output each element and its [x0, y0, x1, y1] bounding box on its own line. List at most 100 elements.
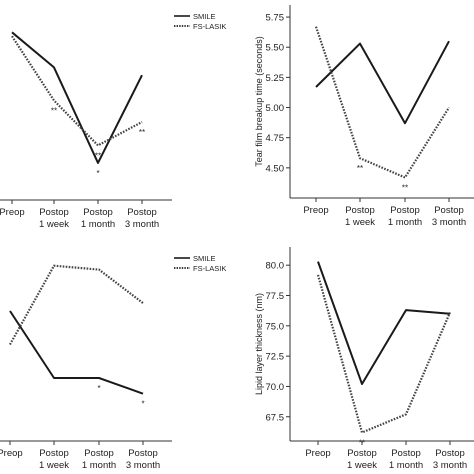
x-tick-label-line: Preop	[305, 448, 330, 459]
x-tick-label-line: Postop	[128, 448, 158, 459]
x-tick-label: Preop	[0, 207, 25, 218]
x-tick-label: Postop 3 month	[125, 207, 159, 230]
x-tick-label-line: 1 month	[388, 217, 422, 228]
data-point-fs-lasik	[141, 121, 143, 123]
legend-label: SMILE	[193, 12, 216, 21]
data-point-fs-lasik	[97, 145, 99, 147]
data-point-fs-lasik	[359, 157, 361, 159]
x-tick-label: Postop 1 week	[39, 448, 69, 471]
data-point-fs-lasik	[98, 269, 100, 271]
y-axis-title: Tear film breakup time (seconds)	[254, 36, 264, 167]
data-point-smile	[404, 122, 406, 124]
data-point-fs-lasik	[404, 177, 406, 179]
data-point-smile	[53, 377, 55, 379]
data-point-smile	[315, 86, 317, 88]
x-tick-label: Postop 1 month	[388, 205, 422, 228]
data-point-fs-lasik	[315, 26, 317, 28]
y-tick-label: 77.5	[266, 291, 285, 302]
data-point-smile	[11, 32, 13, 34]
x-tick-label-line: Postop	[84, 448, 114, 459]
series-line-fs-lasik	[316, 274, 452, 434]
x-tick-label: Postop 1 month	[81, 207, 115, 230]
data-point-smile	[448, 40, 450, 42]
x-tick-label-line: Postop	[83, 207, 113, 218]
legend-label: FS-LASIK	[193, 264, 226, 273]
legend-label: SMILE	[193, 254, 216, 263]
x-tick-label-line: 1 week	[39, 219, 69, 230]
data-point-smile	[53, 67, 55, 69]
x-tick-label-line: Postop	[390, 205, 420, 216]
data-point-smile	[317, 261, 319, 263]
x-tick-label-line: 3 month	[433, 460, 467, 471]
significance-marker: **	[139, 128, 145, 137]
significance-marker: **	[357, 164, 363, 173]
x-tick-label-line: Postop	[39, 207, 69, 218]
series-line-fs-lasik	[314, 26, 450, 179]
series-line-smile	[317, 261, 451, 385]
x-tick-label-line: 1 week	[39, 460, 69, 471]
y-tick-label: 4.75	[266, 133, 285, 144]
significance-marker: *	[96, 169, 99, 178]
data-point-smile	[405, 309, 407, 311]
y-axis-title: Lipid layer thickness (nm)	[254, 293, 264, 395]
data-point-fs-lasik	[142, 302, 144, 304]
x-tick-label: Postop 1 week	[39, 207, 69, 230]
data-point-smile	[141, 74, 143, 76]
x-tick-label: Postop 3 month	[433, 448, 467, 471]
x-tick-label-line: Postop	[39, 448, 69, 459]
x-tick-label-line: 1 month	[82, 460, 116, 471]
series-line-smile	[9, 310, 144, 395]
x-tick-label-line: 1 week	[345, 217, 375, 228]
data-point-smile	[142, 393, 144, 395]
data-point-fs-lasik	[449, 312, 451, 314]
series-line-fs-lasik	[9, 264, 144, 346]
y-tick-label: 72.5	[266, 352, 285, 363]
x-tick-label-line: Postop	[434, 205, 464, 216]
data-point-fs-lasik	[448, 107, 450, 109]
x-tick-label-line: 1 month	[81, 219, 115, 230]
y-tick-label: 4.50	[266, 163, 285, 174]
y-tick-label: 70.0	[266, 382, 285, 393]
significance-marker: **	[51, 107, 57, 116]
x-tick-label-line: Postop	[347, 448, 377, 459]
x-tick-label-line: Postop	[127, 207, 157, 218]
x-tick-label-line: Preop	[0, 448, 23, 459]
y-tick-label: 80.0	[266, 261, 285, 272]
x-tick-label: Postop 1 week	[347, 448, 377, 471]
y-tick-label: 5.00	[266, 103, 285, 114]
significance-marker: **	[359, 439, 365, 448]
series-line-fs-lasik	[11, 35, 143, 147]
data-point-smile	[97, 162, 99, 164]
data-point-fs-lasik	[11, 35, 13, 37]
significance-marker: **	[95, 151, 101, 160]
series-line-smile	[11, 31, 143, 164]
x-tick-label: Postop 1 month	[82, 448, 116, 471]
x-tick-label-line: 1 week	[347, 460, 377, 471]
y-tick-label: 75.0	[266, 321, 285, 332]
x-tick-label: Postop 1 week	[345, 205, 375, 228]
x-tick-label-line: 3 month	[125, 219, 159, 230]
data-point-smile	[98, 377, 100, 379]
data-point-fs-lasik	[53, 100, 55, 102]
x-tick-label-line: Postop	[345, 205, 375, 216]
data-point-fs-lasik	[405, 414, 407, 416]
data-point-fs-lasik	[53, 265, 55, 267]
x-tick-label-line: Postop	[435, 448, 465, 459]
x-tick-label: Preop	[305, 448, 330, 459]
significance-marker: **	[402, 183, 408, 192]
x-tick-label-line: 1 month	[389, 460, 423, 471]
x-tick-label-line: Preop	[0, 207, 25, 218]
data-point-fs-lasik	[9, 344, 11, 346]
legend-label: FS-LASIK	[193, 22, 226, 31]
data-point-fs-lasik	[361, 432, 363, 434]
x-tick-label: Preop	[303, 205, 328, 216]
significance-marker: *	[141, 400, 144, 409]
x-tick-label-line: 3 month	[126, 460, 160, 471]
